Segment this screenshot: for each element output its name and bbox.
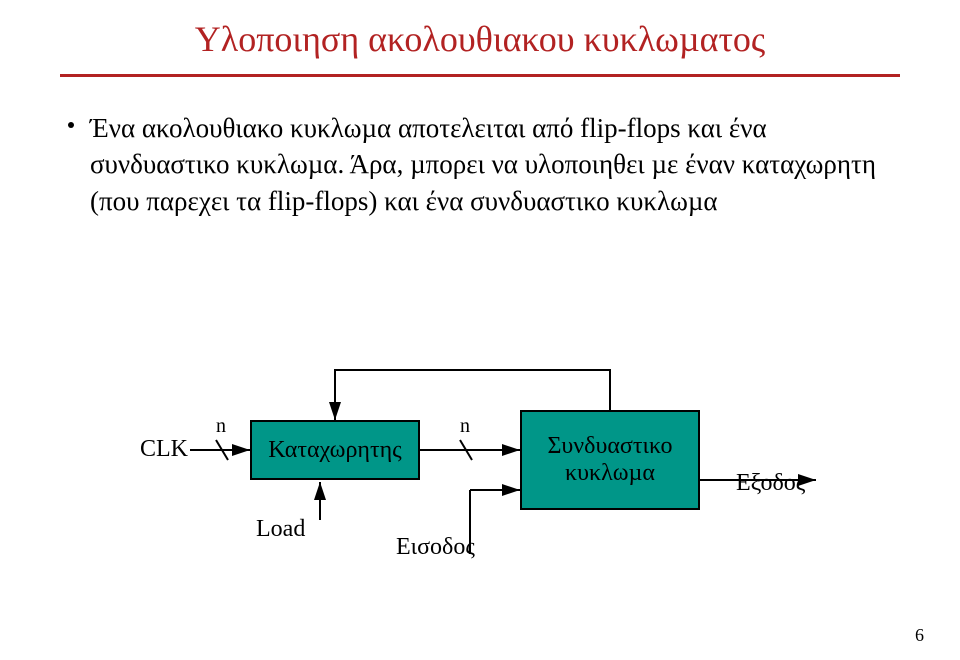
title-rule bbox=[60, 74, 900, 77]
diagram-wires: n n bbox=[120, 340, 840, 600]
label-output: Εξοδος bbox=[736, 470, 805, 497]
label-input: Εισοδος bbox=[396, 534, 475, 561]
label-clk: CLK bbox=[140, 436, 188, 463]
page-number: 6 bbox=[915, 625, 924, 646]
bus-n-clk: n bbox=[216, 415, 226, 437]
bullet-dot-icon bbox=[68, 122, 74, 128]
node-register: Καταχωρητης bbox=[250, 420, 420, 480]
bus-n-mid: n bbox=[460, 415, 470, 437]
label-load: Load bbox=[256, 516, 305, 543]
bullet-text: Ένα ακολουθιακο κυκλωµα αποτελειται από … bbox=[90, 110, 880, 219]
diagram: n n Καταχωρητης Συνδυαστικο κυκλωµα CLK … bbox=[120, 340, 840, 600]
page-title: Υλοποιηση ακολουθιακου κυκλωµατος bbox=[195, 18, 765, 60]
title-container: Υλοποιηση ακολουθιακου κυκλωµατος bbox=[0, 0, 960, 60]
bullet-block: Ένα ακολουθιακο κυκλωµα αποτελειται από … bbox=[90, 110, 880, 219]
node-comb: Συνδυαστικο κυκλωµα bbox=[520, 410, 700, 510]
